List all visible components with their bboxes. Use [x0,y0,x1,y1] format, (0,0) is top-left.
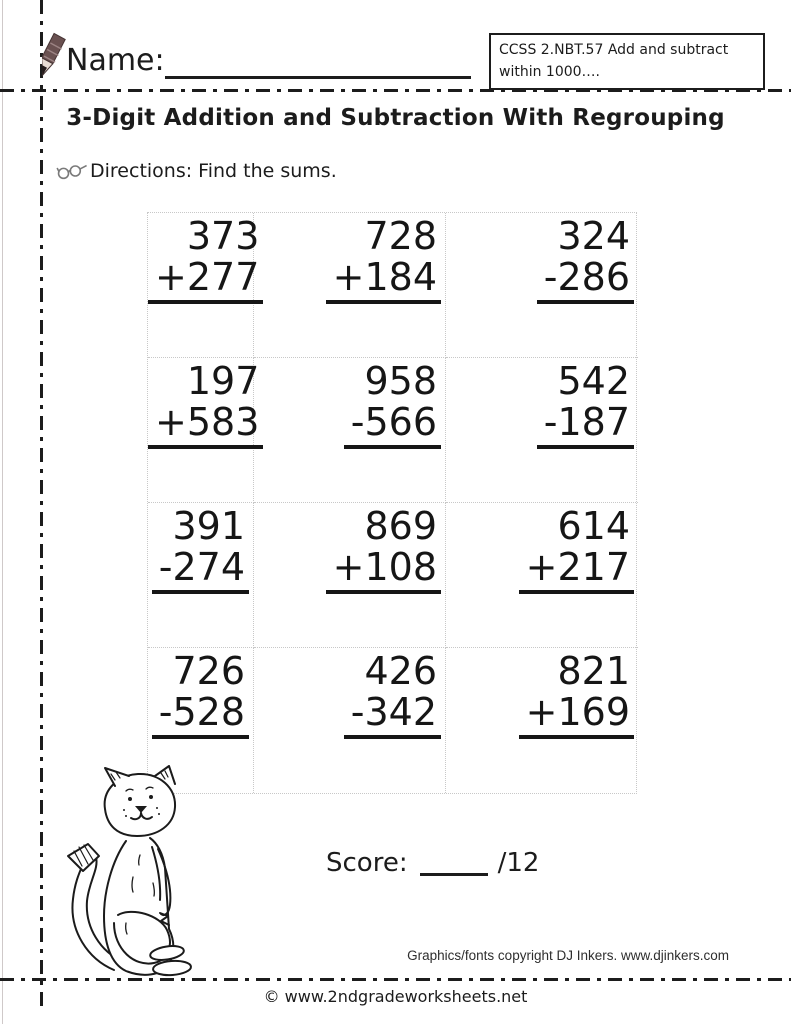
cat-illustration [67,765,192,977]
problem-top-number: 728 [364,214,437,258]
math-problem: 373 +277 [148,214,264,304]
graphics-credit-text: Graphics/fonts copyright DJ Inkers. www.… [407,948,729,963]
score-total: /12 [497,848,540,878]
ccss-standard-text: CCSS 2.NBT.57 Add and subtract within 10… [499,42,729,80]
directions-row: Directions: Find the sums. [56,160,337,182]
score-label: Score: [326,848,408,878]
math-problem: 197 +583 [148,359,264,449]
problem-top-number: 821 [557,649,630,693]
bottom-dashdot-border [0,978,791,981]
problem-cell: 958 -566 [254,358,446,503]
problem-bottom-number: -187 [536,402,634,449]
directions-text: Directions: Find the sums. [90,160,337,182]
left-dashdot-border [40,0,43,1013]
problem-top-number: 542 [557,359,630,403]
problem-bottom-number: -342 [343,692,441,739]
problem-cell: 821 +169 [446,648,638,793]
problems-grid: 373 +277 728 +184 324 -286 197 +583 958 … [147,212,638,794]
problem-bottom-number: +184 [325,257,441,304]
math-problem: 426 -342 [343,649,441,739]
name-row: Name: [66,42,471,79]
ccss-standard-box: CCSS 2.NBT.57 Add and subtract within 10… [489,33,765,91]
problem-cell: 728 +184 [254,213,446,358]
problem-top-number: 197 [186,359,260,403]
problem-cell: 391 -274 [148,503,254,648]
math-problem: 726 -528 [151,649,249,739]
problem-top-number: 426 [364,649,437,693]
problem-top-number: 726 [172,649,245,693]
problem-bottom-number: -566 [343,402,441,449]
problem-cell: 726 -528 [148,648,254,793]
math-problem: 614 +217 [518,504,634,594]
problem-top-number: 958 [364,359,437,403]
problem-bottom-number: -528 [151,692,249,739]
math-problem: 821 +169 [518,649,634,739]
problem-bottom-number: +277 [148,257,264,304]
problem-top-number: 869 [364,504,437,548]
pencil-icon [42,32,66,77]
problem-cell: 869 +108 [254,503,446,648]
score-blank-line [419,845,488,876]
math-problem: 324 -286 [536,214,634,304]
problem-top-number: 614 [557,504,630,548]
math-problem: 391 -274 [151,504,249,594]
problem-bottom-number: -286 [536,257,634,304]
problem-cell: 324 -286 [446,213,638,358]
page-edge-line [2,0,3,1024]
problem-cell: 197 +583 [148,358,264,503]
name-blank-line [164,42,471,79]
problem-bottom-number: +169 [518,692,634,739]
problem-cell: 542 -187 [446,358,638,503]
problem-bottom-number: +583 [148,402,264,449]
top-dashdot-border [0,89,791,92]
problem-bottom-number: +217 [518,547,634,594]
problem-bottom-number: +108 [325,547,441,594]
name-label: Name: [66,43,165,78]
math-problem: 542 -187 [536,359,634,449]
math-problem: 728 +184 [325,214,441,304]
math-problem: 869 +108 [325,504,441,594]
problem-cell: 426 -342 [254,648,446,793]
glasses-icon [56,164,87,180]
math-problem: 958 -566 [343,359,441,449]
score-row: Score: /12 [326,845,539,878]
problem-cell: 614 +217 [446,503,638,648]
website-credit-text: © www.2ndgradeworksheets.net [263,987,528,1006]
problem-top-number: 391 [172,504,245,548]
problem-top-number: 373 [186,214,260,258]
problem-top-number: 324 [557,214,630,258]
page-title: 3-Digit Addition and Subtraction With Re… [66,105,725,131]
problem-cell: 373 +277 [148,213,264,358]
problem-bottom-number: -274 [151,547,249,594]
